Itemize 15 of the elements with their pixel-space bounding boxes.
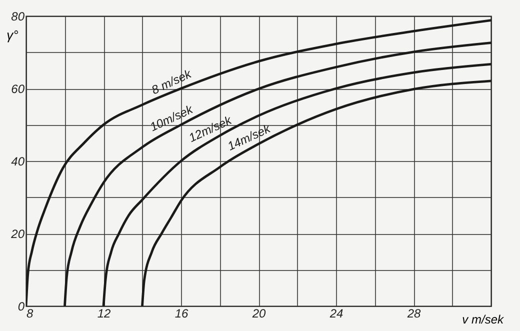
y-tick-label: 60 [11,82,25,96]
y-tick-label: 80 [11,10,25,24]
x-tick-label: 20 [251,306,266,320]
x-tick-label: 24 [328,306,344,320]
y-tick-label: 20 [10,227,25,241]
line-series [26,19,491,306]
y-tick-label: 0 [18,300,25,314]
y-tick-label: 40 [11,154,25,168]
x-tick-label: 16 [174,306,188,320]
x-axis-title: v m/sek [462,312,504,326]
x-tick-label: 28 [406,306,421,320]
y-axis-title: γ° [6,28,18,42]
x-tick-label: 8 [26,306,34,320]
x-tick-label: 12 [97,306,111,320]
text: 8 m/sek [149,66,194,98]
